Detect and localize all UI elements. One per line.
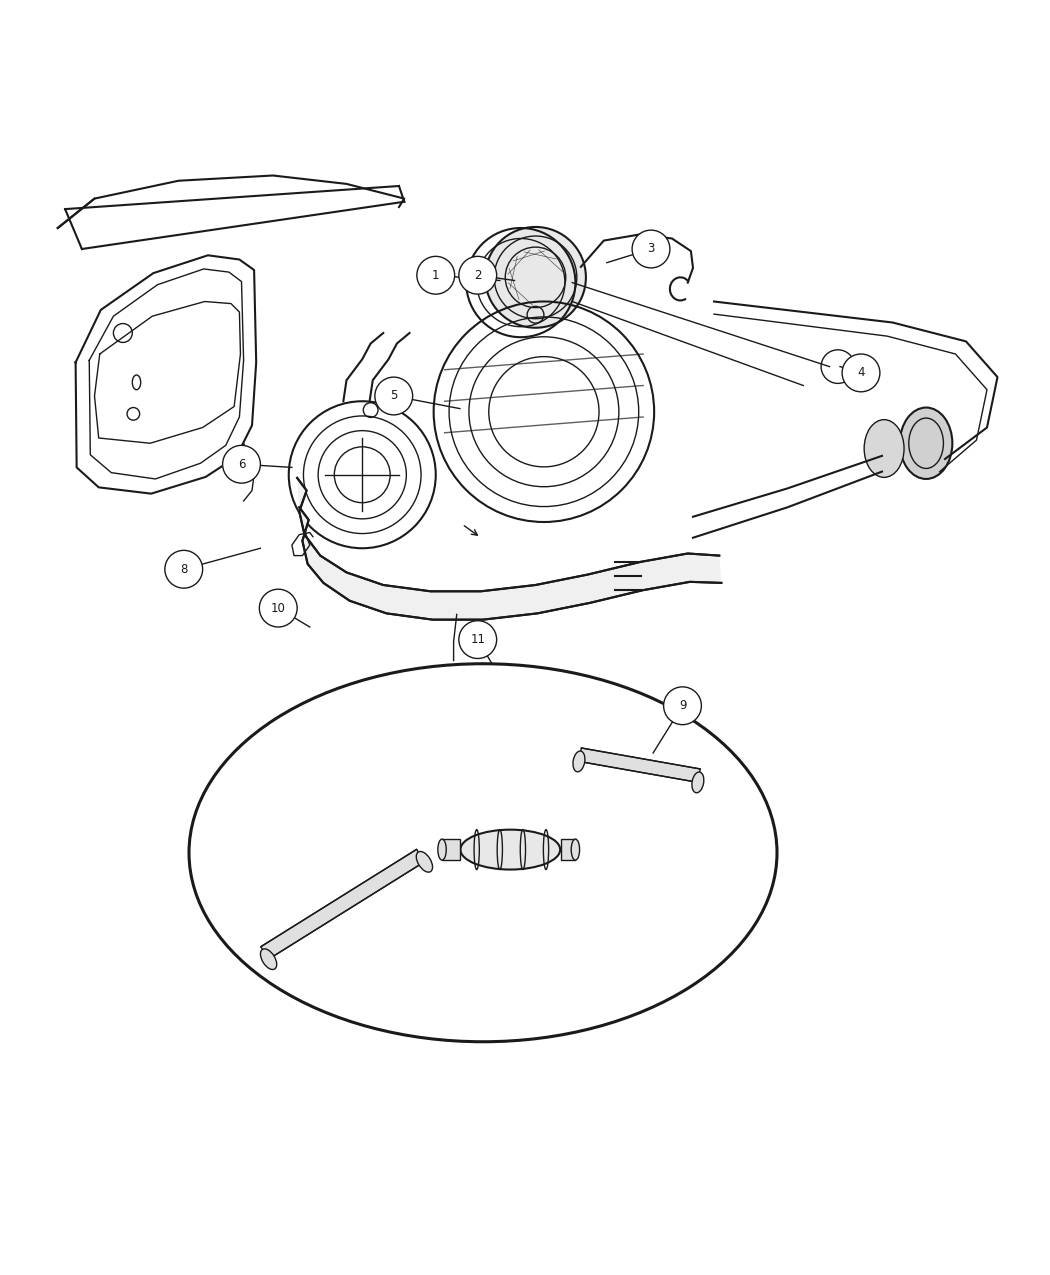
Circle shape [165, 551, 203, 588]
Circle shape [664, 687, 701, 724]
Circle shape [417, 256, 455, 295]
Polygon shape [442, 839, 460, 861]
Text: 4: 4 [857, 366, 865, 380]
Circle shape [459, 256, 497, 295]
Text: 9: 9 [678, 699, 687, 713]
Text: 10: 10 [271, 602, 286, 615]
Circle shape [259, 589, 297, 627]
Text: 1: 1 [432, 269, 440, 282]
Circle shape [485, 227, 586, 328]
Ellipse shape [460, 830, 561, 870]
Circle shape [632, 230, 670, 268]
Text: 2: 2 [474, 269, 482, 282]
Ellipse shape [260, 949, 277, 969]
Ellipse shape [900, 408, 952, 479]
Polygon shape [561, 839, 575, 861]
Polygon shape [579, 748, 700, 783]
Text: 8: 8 [180, 562, 188, 576]
Ellipse shape [416, 852, 433, 872]
Circle shape [842, 354, 880, 391]
Circle shape [459, 621, 497, 658]
Text: 5: 5 [390, 389, 398, 403]
Ellipse shape [438, 839, 446, 861]
Circle shape [223, 445, 260, 483]
Text: 6: 6 [237, 458, 246, 470]
Ellipse shape [864, 419, 904, 477]
Text: 3: 3 [647, 242, 655, 255]
Text: 11: 11 [470, 634, 485, 646]
Polygon shape [297, 478, 721, 620]
Ellipse shape [692, 771, 704, 793]
Ellipse shape [189, 664, 777, 1042]
Ellipse shape [571, 839, 580, 861]
Ellipse shape [573, 751, 585, 771]
Polygon shape [260, 849, 424, 959]
Circle shape [375, 377, 413, 414]
